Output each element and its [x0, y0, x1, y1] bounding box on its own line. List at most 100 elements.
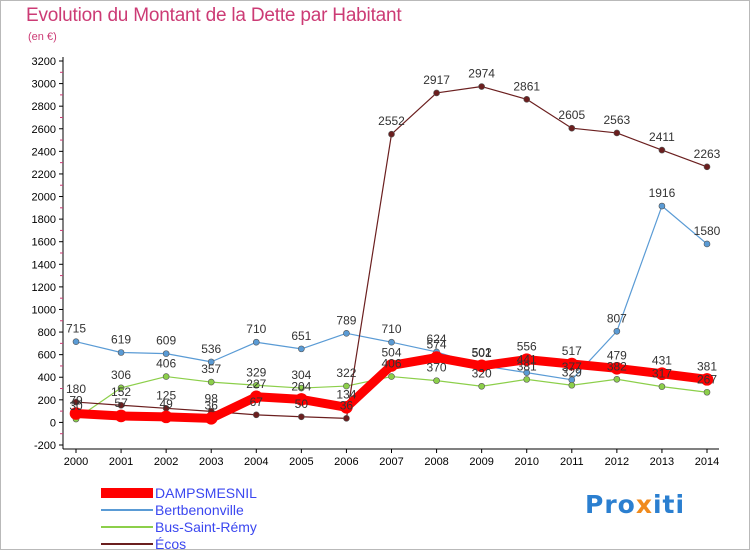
- series-point-3: [388, 130, 395, 138]
- x-tick-label: 2008: [424, 456, 448, 468]
- y-tick-label: 400: [38, 372, 56, 384]
- data-label: 381: [697, 359, 717, 373]
- y-tick-label: 2800: [32, 101, 56, 113]
- series-point-1: [162, 350, 170, 357]
- legend-label: Écos: [155, 536, 187, 552]
- series-point-1: [613, 327, 621, 335]
- y-tick-label: 1000: [32, 304, 56, 316]
- series-point-0: [385, 359, 398, 372]
- series-point-2: [658, 383, 666, 390]
- series-point-0: [700, 373, 714, 386]
- series-point-2: [343, 382, 350, 390]
- data-label: 609: [156, 334, 176, 348]
- data-label: 2917: [423, 73, 450, 87]
- y-tick-label: 2000: [32, 192, 56, 204]
- data-label: 377: [562, 360, 582, 374]
- data-label: 50: [295, 397, 309, 411]
- x-tick-label: 2012: [605, 456, 629, 468]
- data-label: 67: [250, 395, 264, 409]
- legend-label: DAMPSMESNIL: [155, 485, 257, 501]
- data-label: 152: [111, 385, 131, 399]
- series-point-2: [703, 388, 711, 396]
- data-label: 504: [381, 345, 401, 359]
- legend-swatch: [101, 509, 153, 511]
- series-point-0: [565, 357, 579, 371]
- series-point-2: [433, 377, 440, 384]
- series-point-2: [252, 381, 260, 389]
- y-tick-label: 1400: [32, 259, 56, 271]
- series-point-1: [252, 338, 260, 346]
- x-tick-label: 2006: [334, 456, 358, 468]
- data-label: 536: [201, 342, 221, 356]
- data-label: 204: [291, 379, 311, 393]
- x-tick-label: 2014: [695, 456, 719, 468]
- data-label: 304: [291, 368, 311, 382]
- series-point-3: [343, 415, 350, 422]
- data-label: 574: [427, 338, 447, 352]
- x-tick-label: 2003: [199, 456, 223, 468]
- series-point-3: [433, 89, 440, 97]
- series-point-3: [523, 95, 531, 103]
- x-tick-label: 2007: [379, 456, 403, 468]
- data-label: 1916: [649, 186, 676, 200]
- series-point-1: [388, 338, 395, 346]
- series-point-0: [114, 409, 128, 423]
- series-point-2: [388, 373, 395, 380]
- proxiti-logo: Proxiti: [585, 490, 685, 519]
- data-label: 36: [340, 398, 354, 412]
- data-label: 431: [652, 354, 672, 368]
- series-point-3: [117, 401, 125, 409]
- series-point-0: [655, 367, 669, 381]
- data-label: 382: [607, 359, 627, 373]
- y-tick-label: 800: [38, 327, 56, 339]
- y-tick-label: 3200: [32, 56, 56, 68]
- y-tick-label: 1200: [32, 282, 56, 294]
- x-tick-label: 2005: [289, 456, 313, 468]
- data-label: 134: [336, 387, 356, 401]
- series-point-3: [568, 124, 576, 132]
- x-tick-label: 2010: [514, 456, 538, 468]
- x-tick-label: 2013: [650, 456, 674, 468]
- data-label: 502: [472, 346, 492, 360]
- series-point-0: [340, 400, 353, 414]
- data-label: 715: [66, 322, 86, 336]
- data-label: 406: [381, 357, 401, 371]
- data-label: 651: [291, 329, 311, 343]
- series-point-2: [478, 382, 485, 390]
- y-tick-label: 3000: [32, 79, 56, 91]
- data-label: 322: [336, 366, 356, 380]
- series-point-0: [520, 353, 534, 366]
- series-point-2: [568, 381, 576, 389]
- x-tick-label: 2000: [64, 456, 88, 468]
- series-point-3: [252, 411, 260, 419]
- data-label: 320: [472, 366, 492, 380]
- data-label: 49: [159, 397, 173, 411]
- y-tick-label: -200: [34, 440, 56, 452]
- data-label: 501: [472, 346, 492, 360]
- data-label: 2974: [468, 67, 495, 81]
- series-point-2: [613, 375, 621, 383]
- x-tick-label: 2011: [560, 456, 584, 468]
- series-point-1: [523, 369, 531, 376]
- data-label: 79: [69, 393, 83, 407]
- series-point-1: [703, 240, 711, 248]
- series-point-2: [117, 384, 125, 392]
- data-label: 329: [246, 365, 266, 379]
- legend-swatch: [101, 543, 153, 545]
- data-label: 406: [156, 357, 176, 371]
- series-point-1: [117, 349, 125, 356]
- series-point-1: [72, 338, 80, 345]
- data-label: 1580: [694, 224, 721, 238]
- data-label: 30: [69, 399, 83, 413]
- series-point-3: [613, 129, 621, 137]
- data-label: 306: [111, 368, 131, 382]
- series-point-3: [703, 163, 711, 171]
- data-label: 125: [156, 388, 176, 402]
- logo-part-2: x: [635, 490, 653, 519]
- data-label: 2605: [558, 108, 585, 122]
- x-tick-label: 2004: [244, 456, 268, 468]
- data-label: 2552: [378, 114, 405, 128]
- data-label: 789: [336, 313, 356, 327]
